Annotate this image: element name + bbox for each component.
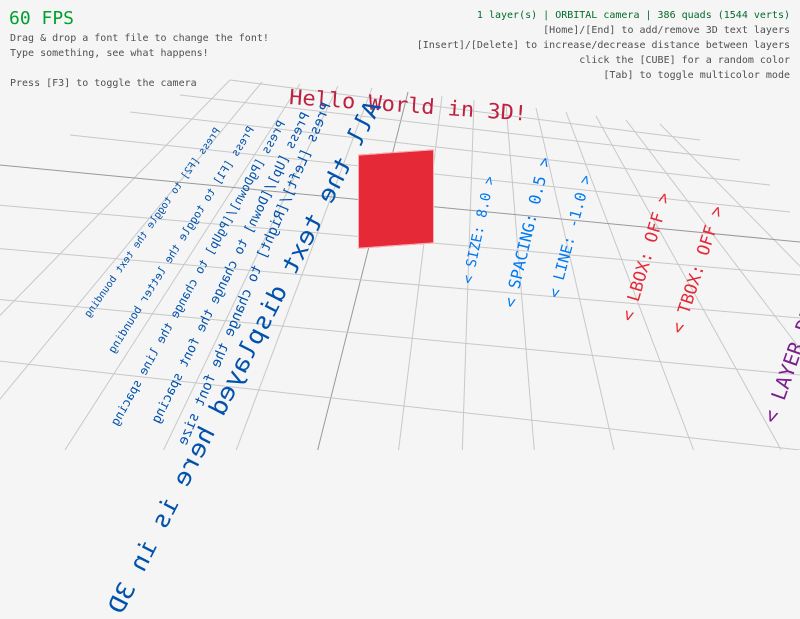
help-camera: Press [F3] to toggle the camera	[10, 78, 197, 89]
help-layers: [Home]/[End] to add/remove 3D text layer…	[543, 25, 790, 36]
grid-line	[179, 94, 741, 161]
grid-line	[398, 95, 443, 450]
grid-line	[0, 360, 800, 450]
help-type: Type something, see what happens!	[10, 48, 209, 59]
grid-line	[162, 85, 339, 450]
grid-line	[0, 248, 800, 319]
grid-line	[535, 107, 615, 450]
grid-floor	[0, 79, 800, 450]
grid-line	[0, 81, 263, 400]
status-line: 1 layer(s) | ORBITAL camera | 386 quads …	[476, 10, 790, 21]
help-cube: click the [CUBE] for a random color	[579, 55, 790, 66]
grid-line	[235, 87, 373, 450]
color-cube[interactable]	[358, 149, 434, 249]
grid-line	[64, 83, 301, 450]
help-drag-drop: Drag & drop a font file to change the fo…	[10, 33, 269, 44]
fps-counter: 60 FPS	[9, 8, 75, 29]
help-multicolor: [Tab] to toggle multicolor mode	[603, 70, 790, 81]
grid-line	[229, 79, 701, 141]
help-distance: [Insert]/[Delete] to increase/decrease d…	[416, 40, 790, 51]
grid-line	[461, 99, 475, 450]
grid-line	[0, 79, 231, 317]
grid-line	[595, 115, 782, 450]
grid-line	[505, 103, 535, 450]
grid-line	[129, 111, 771, 186]
grid-line	[625, 119, 800, 350]
grid-line	[565, 111, 695, 450]
grid-line	[659, 123, 800, 267]
grid-line	[0, 298, 800, 376]
